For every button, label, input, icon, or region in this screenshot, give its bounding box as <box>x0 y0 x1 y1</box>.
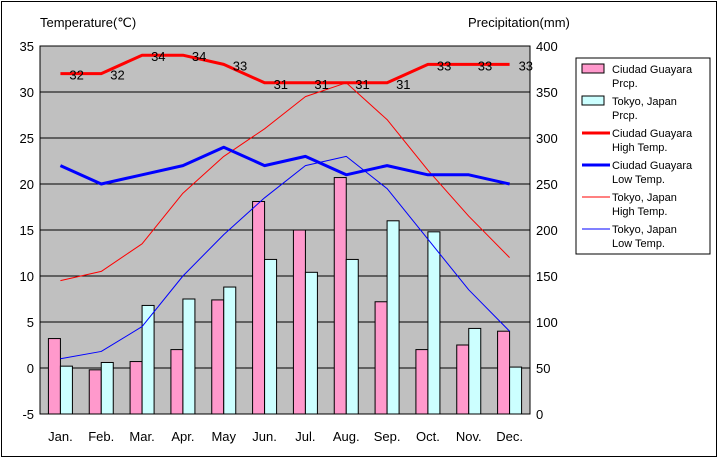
month-label: Aug. <box>333 429 360 444</box>
legend-swatch <box>581 95 605 106</box>
month-label: Sep. <box>374 429 401 444</box>
month-label: May <box>211 429 236 444</box>
left-axis-title: Temperature(℃) <box>40 15 136 30</box>
month-label: Dec. <box>496 429 523 444</box>
left-tick-label: 35 <box>20 39 34 54</box>
high-temp-label: 31 <box>396 77 410 92</box>
right-tick-label: 300 <box>536 131 558 146</box>
bar-tokyo-prcp <box>345 258 359 415</box>
bar-tokyo-prcp <box>427 231 441 415</box>
high-temp-label: 32 <box>69 68 83 83</box>
high-temp-label: 33 <box>478 58 492 73</box>
bar-tokyo-prcp <box>182 298 196 415</box>
right-tick-label: 100 <box>536 315 558 330</box>
high-temp-label: 32 <box>110 68 124 83</box>
left-tick-label: 30 <box>20 85 34 100</box>
high-temp-label: 34 <box>151 49 165 64</box>
month-label: Mar. <box>129 429 154 444</box>
bar-guayara-prcp <box>47 338 61 415</box>
bar-guayara-prcp <box>88 369 102 415</box>
high-temp-label: 31 <box>314 77 328 92</box>
bar-guayara-prcp <box>292 229 306 415</box>
high-temp-label: 34 <box>192 49 206 64</box>
legend-label: Prcp. <box>612 110 638 122</box>
bar-tokyo-prcp <box>386 220 400 415</box>
month-label: Jan. <box>48 429 73 444</box>
month-label: Nov. <box>456 429 482 444</box>
right-axis-title: Precipitation(mm) <box>468 15 570 30</box>
legend-label: Tokyo, Japan <box>612 224 677 236</box>
gridlines <box>40 91 530 369</box>
month-label: Jun. <box>252 429 277 444</box>
left-tick-label: 0 <box>27 361 34 376</box>
month-label: Apr. <box>171 429 194 444</box>
legend-swatch <box>581 63 605 74</box>
bar-tokyo-prcp <box>304 271 318 415</box>
high-temp-label: 31 <box>355 77 369 92</box>
legend-label: Ciudad Guayara <box>612 128 693 140</box>
month-label: Feb. <box>88 429 114 444</box>
legend-label: High Temp. <box>612 142 667 154</box>
left-tick-label: 10 <box>20 269 34 284</box>
month-label: Jul. <box>295 429 315 444</box>
legend-label: Low Temp. <box>612 238 665 250</box>
high-temp-label: 33 <box>519 58 533 73</box>
bar-guayara-prcp <box>456 344 470 415</box>
left-tick-label: 5 <box>27 315 34 330</box>
line-ciudad-guayara-high-temp- <box>60 53 510 85</box>
bar-guayara-prcp <box>129 361 143 415</box>
left-tick-label: -5 <box>22 407 34 422</box>
left-tick-label: 25 <box>20 131 34 146</box>
line-tokyo-japan-high-temp- <box>60 82 510 282</box>
left-tick-label: 20 <box>20 177 34 192</box>
bar-guayara-prcp <box>333 177 347 415</box>
bar-guayara-prcp <box>252 200 266 415</box>
legend-label: Ciudad Guayara <box>612 64 693 76</box>
right-tick-label: 350 <box>536 85 558 100</box>
bar-tokyo-prcp <box>141 304 155 415</box>
legend-label: Tokyo, Japan <box>612 96 677 108</box>
line-ciudad-guayara-low-temp- <box>59 145 510 186</box>
line-tokyo-japan-low-temp- <box>60 155 510 360</box>
legend-label: Prcp. <box>612 78 638 90</box>
right-tick-label: 400 <box>536 39 558 54</box>
right-tick-label: 50 <box>536 361 550 376</box>
precipitation-bars <box>47 177 523 415</box>
legend-label: Low Temp. <box>612 174 665 186</box>
bar-guayara-prcp <box>415 349 429 415</box>
right-tick-label: 250 <box>536 177 558 192</box>
data-labels: 32 32 34 34 33 31 31 31 31 33 33 33 <box>69 49 533 92</box>
legend: Ciudad Guayara Prcp. Tokyo, Japan Prcp. Ciud… <box>575 57 711 255</box>
bar-tokyo-prcp <box>509 366 523 415</box>
high-temp-label: 33 <box>437 58 451 73</box>
legend-box <box>575 57 711 255</box>
right-tick-label: 150 <box>536 269 558 284</box>
legend-label: Tokyo, Japan <box>612 192 677 204</box>
bar-tokyo-prcp <box>100 361 114 415</box>
temperature-lines <box>59 53 510 360</box>
month-label: Oct. <box>416 429 440 444</box>
axes: -505101520253035050100150200250300350400… <box>20 39 558 444</box>
right-tick-label: 0 <box>536 407 543 422</box>
bar-tokyo-prcp <box>264 258 278 415</box>
bar-tokyo-prcp <box>59 365 73 415</box>
bar-guayara-prcp <box>497 330 511 415</box>
bar-guayara-prcp <box>374 301 388 415</box>
legend-label: Ciudad Guayara <box>612 160 693 172</box>
high-temp-label: 31 <box>274 77 288 92</box>
bar-tokyo-prcp <box>468 327 482 415</box>
bar-guayara-prcp <box>211 299 225 415</box>
legend-label: High Temp. <box>612 206 667 218</box>
left-tick-label: 15 <box>20 223 34 238</box>
bar-guayara-prcp <box>170 349 184 415</box>
bar-tokyo-prcp <box>223 286 237 415</box>
high-temp-label: 33 <box>233 58 247 73</box>
right-tick-label: 200 <box>536 223 558 238</box>
